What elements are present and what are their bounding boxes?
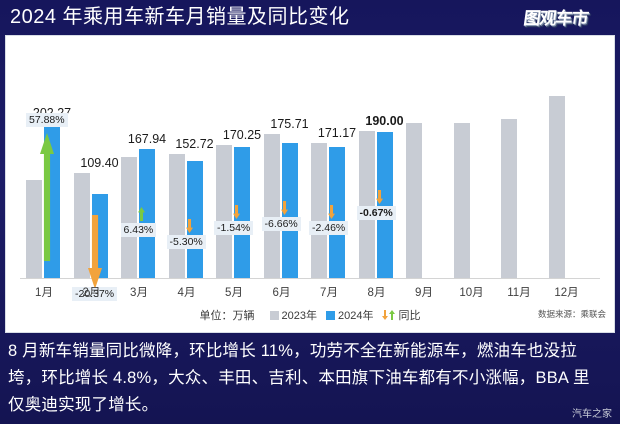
x-label-9月: 9月 [415, 287, 433, 299]
yoy-chip-2月: -20.37% [72, 286, 118, 301]
x-label-11月: 11月 [507, 287, 531, 299]
value-label-3月: 167.94 [127, 132, 167, 147]
page-title: 2024 年乘用车新车月销量及同比变化 [10, 6, 350, 28]
site-watermark: 汽车之家 [572, 409, 612, 420]
arrow-down-icon-8月 [375, 190, 383, 205]
legend-item-2024: 2024年 [326, 307, 373, 323]
x-label-3月: 3月 [130, 287, 148, 299]
arrow-down-icon [382, 310, 389, 320]
bar-2023-1月 [26, 179, 42, 278]
legend-label-2023: 2023年 [281, 310, 317, 322]
value-label-6月: 175.71 [270, 116, 309, 131]
x-label-4月: 4月 [177, 287, 196, 299]
x-label-6月: 6月 [272, 287, 291, 299]
chart-plot-area: 202.2757.88%109.40-20.37%167.946.43%152.… [6, 36, 614, 301]
bar-2023-2月 [73, 172, 90, 278]
arrow-down-icon-4月 [185, 218, 193, 233]
bar-2023-6月 [263, 133, 280, 278]
arrow-down-icon-7月 [328, 204, 335, 219]
bar-2023-5月 [216, 145, 232, 278]
x-axis-labels: 1月 2月 3月 4月 5月 6月 7月 8月 9月 10月 11月 12月 [6, 284, 614, 304]
bar-2023-7月 [311, 143, 327, 278]
chart-legend: 单位：万辆 2023年 2024年 同比 [6, 306, 614, 324]
brand-logo: 图观车市 [498, 4, 613, 28]
data-source-note: 数据来源：乘联会 [537, 309, 606, 319]
legend-swatch-2024 [326, 310, 335, 320]
x-label-1月: 1月 [35, 287, 53, 299]
legend-unit: 单位：万辆 [199, 310, 255, 322]
bar-2023-4月 [168, 154, 185, 278]
arrow-down-icon-5月 [233, 205, 240, 220]
bar-2024-5月 [234, 147, 250, 278]
summary-paragraph: 8 月新车销量同比微降，环比增长 11%，功劳不全在新能源车，燃油车也没拉垮，环… [8, 342, 590, 414]
legend-item-2023: 2023年 [269, 307, 317, 323]
chart-panel: 202.2757.88%109.40-20.37%167.946.43%152.… [6, 36, 614, 332]
arrow-down-icon-6月 [280, 201, 288, 216]
value-label-7月: 171.17 [317, 126, 357, 141]
summary-section: 8 月新车销量同比微降，环比增长 11%，功劳不全在新能源车，燃油车也没拉垮，环… [0, 336, 620, 424]
brand-logo-text: 图观车市 [522, 8, 590, 28]
bar-2024-8月 [376, 132, 393, 278]
value-label-2月: 109.40 [80, 155, 119, 170]
value-label-4月: 152.72 [175, 137, 214, 152]
x-label-8月: 8月 [367, 287, 386, 299]
x-axis-line [20, 278, 600, 279]
arrow-up-icon-3月 [138, 207, 145, 222]
yoy-chip-7月: -2.46% [309, 220, 349, 235]
x-label-7月: 7月 [320, 287, 338, 299]
bar-2023-8月 [358, 131, 375, 278]
legend-swatch-yoy [382, 310, 396, 320]
x-label-2月: 2月 [82, 287, 101, 299]
x-label-5月: 5月 [225, 287, 243, 299]
legend-label-yoy: 同比 [398, 310, 421, 322]
legend-item-yoy: 同比 [382, 307, 420, 323]
bar-2024-6月 [281, 143, 298, 278]
arrow-up-icon-1月 [40, 132, 54, 261]
legend-swatch-2023 [269, 310, 279, 320]
bar-2024-3月 [139, 149, 155, 278]
yoy-chip-3月: 6.43% [120, 223, 157, 238]
bar-2023-11月 [501, 119, 517, 278]
value-label-5月: 170.25 [222, 128, 262, 143]
x-label-10月: 10月 [459, 287, 484, 299]
yoy-chip-8月: -0.67% [356, 206, 396, 221]
legend-label-2024: 2024年 [338, 310, 374, 322]
bar-2023-9月 [406, 123, 422, 278]
bar-2024-7月 [329, 146, 345, 278]
yoy-chip-4月: -5.30% [166, 234, 206, 249]
bar-2023-10月 [453, 123, 470, 278]
x-label-12月: 12月 [554, 287, 579, 299]
arrow-down-icon-2月 [87, 214, 102, 289]
header-bar: 2024 年乘用车新车月销量及同比变化 图观车市 [0, 0, 620, 34]
yoy-chip-5月: -1.54% [214, 221, 254, 236]
yoy-chip-1月: 57.88% [26, 112, 68, 127]
bar-2023-3月 [121, 157, 137, 278]
arrow-up-icon [389, 310, 396, 320]
bar-2023-12月 [548, 95, 565, 278]
yoy-chip-6月: -6.66% [261, 217, 301, 232]
value-label-8月: 190.00 [365, 114, 404, 129]
